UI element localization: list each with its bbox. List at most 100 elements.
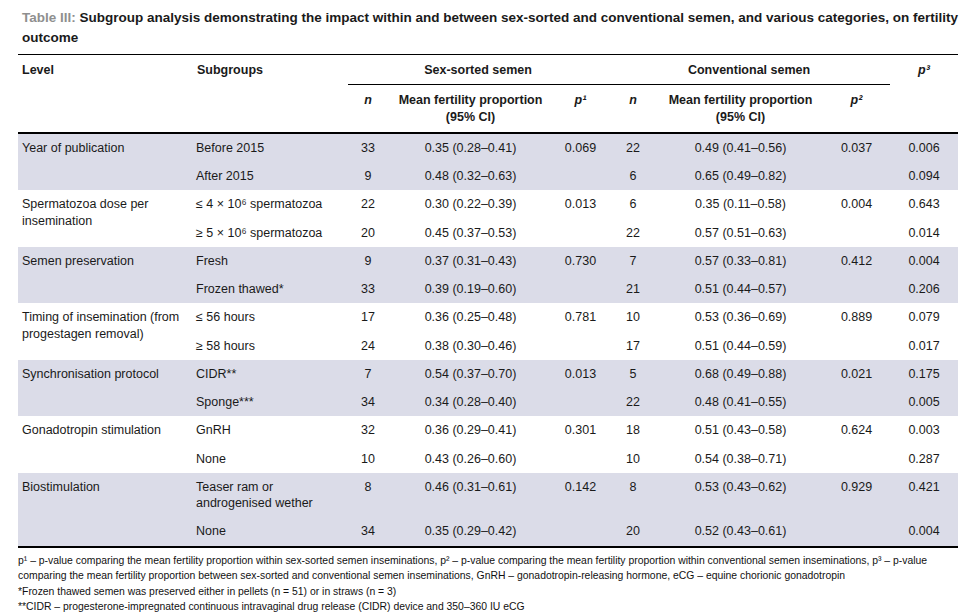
p3-cell: 0.287 bbox=[890, 445, 958, 473]
footnote-cidr: **CIDR – progesterone-impregnated contin… bbox=[18, 599, 958, 614]
ss-mean-cell: 0.30 (0.22–0.39) bbox=[388, 190, 553, 218]
col-header-subgroups: Subgroups bbox=[193, 55, 348, 133]
ss-p-cell bbox=[553, 332, 608, 360]
cv-p-cell bbox=[823, 332, 890, 360]
cv-mean-cell: 0.53 (0.36–0.69) bbox=[658, 303, 823, 331]
ss-n-cell: 20 bbox=[348, 219, 388, 247]
subgroup-analysis-table: Level Subgroups Sex-sorted semen Convent… bbox=[18, 54, 958, 548]
ss-n-cell: 32 bbox=[348, 416, 388, 444]
subgroup-cell: ≤ 4 × 10⁶ spermatozoa bbox=[193, 190, 348, 218]
cv-n-cell: 17 bbox=[608, 332, 658, 360]
table-row: Timing of insemination (from progestagen… bbox=[18, 303, 958, 331]
table-row: Synchronisation protocolCIDR**70.54 (0.3… bbox=[18, 360, 958, 388]
table-row: Spermatozoa dose per insemination≤ 4 × 1… bbox=[18, 190, 958, 218]
ss-p-cell: 0.781 bbox=[553, 303, 608, 331]
col-header-p1: p¹ bbox=[553, 85, 608, 133]
ss-n-cell: 33 bbox=[348, 133, 388, 162]
col-header-p2: p² bbox=[823, 85, 890, 133]
cv-p-cell bbox=[823, 275, 890, 303]
level-cell: Spermatozoa dose per insemination bbox=[18, 190, 193, 247]
level-cell: Biostimulation bbox=[18, 473, 193, 547]
ss-mean-cell: 0.46 (0.31–0.61) bbox=[388, 473, 553, 518]
group-header-sex-sorted: Sex-sorted semen bbox=[348, 55, 608, 85]
cv-n-cell: 6 bbox=[608, 190, 658, 218]
cv-p-cell bbox=[823, 219, 890, 247]
header-row-groups: Level Subgroups Sex-sorted semen Convent… bbox=[18, 55, 958, 85]
footnotes: p¹ – p-value comparing the mean fertilit… bbox=[18, 553, 958, 614]
cv-p-cell: 0.004 bbox=[823, 190, 890, 218]
cv-mean-cell: 0.35 (0.11–0.58) bbox=[658, 190, 823, 218]
cv-n-cell: 22 bbox=[608, 388, 658, 416]
ss-p-cell: 0.301 bbox=[553, 416, 608, 444]
ss-n-cell: 22 bbox=[348, 190, 388, 218]
subgroup-cell: ≥ 5 × 10⁶ spermatozoa bbox=[193, 219, 348, 247]
cv-mean-cell: 0.57 (0.33–0.81) bbox=[658, 247, 823, 275]
cv-n-cell: 22 bbox=[608, 133, 658, 162]
ss-n-cell: 10 bbox=[348, 445, 388, 473]
cv-mean-cell: 0.53 (0.43–0.62) bbox=[658, 473, 823, 518]
ss-n-cell: 9 bbox=[348, 162, 388, 190]
level-cell: Timing of insemination (from progestagen… bbox=[18, 303, 193, 360]
cv-n-cell: 5 bbox=[608, 360, 658, 388]
ss-n-cell: 34 bbox=[348, 388, 388, 416]
p3-cell: 0.014 bbox=[890, 219, 958, 247]
ss-n-cell: 34 bbox=[348, 517, 388, 546]
cv-n-cell: 22 bbox=[608, 219, 658, 247]
footnote-p-definitions: p¹ – p-value comparing the mean fertilit… bbox=[18, 553, 958, 584]
p3-cell: 0.421 bbox=[890, 473, 958, 518]
ss-n-cell: 9 bbox=[348, 247, 388, 275]
cv-p-cell bbox=[823, 388, 890, 416]
cv-p-cell: 0.929 bbox=[823, 473, 890, 518]
cv-n-cell: 10 bbox=[608, 303, 658, 331]
cv-mean-cell: 0.49 (0.41–0.56) bbox=[658, 133, 823, 162]
table-row: BiostimulationTeaser ram or androgenised… bbox=[18, 473, 958, 518]
ss-mean-cell: 0.35 (0.29–0.42) bbox=[388, 517, 553, 546]
subgroup-cell: GnRH bbox=[193, 416, 348, 444]
col-header-cv-n: n bbox=[608, 85, 658, 133]
ss-p-cell bbox=[553, 388, 608, 416]
table-body: Year of publicationBefore 2015330.35 (0.… bbox=[18, 133, 958, 547]
ss-mean-cell: 0.34 (0.28–0.40) bbox=[388, 388, 553, 416]
ss-n-cell: 8 bbox=[348, 473, 388, 518]
level-cell: Gonadotropin stimulation bbox=[18, 416, 193, 473]
col-header-cv-mean: Mean fertility proportion (95% CI) bbox=[658, 85, 823, 133]
cv-n-cell: 6 bbox=[608, 162, 658, 190]
cv-p-cell: 0.889 bbox=[823, 303, 890, 331]
cv-mean-cell: 0.52 (0.43–0.61) bbox=[658, 517, 823, 546]
subgroup-cell: Fresh bbox=[193, 247, 348, 275]
table-header: Level Subgroups Sex-sorted semen Convent… bbox=[18, 55, 958, 133]
cv-mean-cell: 0.48 (0.41–0.55) bbox=[658, 388, 823, 416]
cv-p-cell: 0.412 bbox=[823, 247, 890, 275]
cv-p-cell bbox=[823, 517, 890, 546]
cv-p-cell: 0.624 bbox=[823, 416, 890, 444]
subgroup-cell: Sponge*** bbox=[193, 388, 348, 416]
p3-cell: 0.175 bbox=[890, 360, 958, 388]
subgroup-cell: ≤ 56 hours bbox=[193, 303, 348, 331]
subgroup-cell: Teaser ram or androgenised wether bbox=[193, 473, 348, 518]
p3-cell: 0.004 bbox=[890, 247, 958, 275]
p3-cell: 0.003 bbox=[890, 416, 958, 444]
cv-n-cell: 10 bbox=[608, 445, 658, 473]
footnote-frozen-thawed: *Frozen thawed semen was preserved eithe… bbox=[18, 584, 958, 600]
ss-mean-cell: 0.37 (0.31–0.43) bbox=[388, 247, 553, 275]
cv-p-cell bbox=[823, 162, 890, 190]
col-header-ss-mean: Mean fertility proportion (95% CI) bbox=[388, 85, 553, 133]
cv-mean-cell: 0.57 (0.51–0.63) bbox=[658, 219, 823, 247]
p3-cell: 0.006 bbox=[890, 133, 958, 162]
cv-p-cell: 0.021 bbox=[823, 360, 890, 388]
p3-cell: 0.094 bbox=[890, 162, 958, 190]
ss-p-cell: 0.069 bbox=[553, 133, 608, 162]
ss-p-cell: 0.730 bbox=[553, 247, 608, 275]
ss-mean-cell: 0.36 (0.29–0.41) bbox=[388, 416, 553, 444]
col-header-ss-n: n bbox=[348, 85, 388, 133]
cv-mean-cell: 0.51 (0.44–0.57) bbox=[658, 275, 823, 303]
cv-p-cell: 0.037 bbox=[823, 133, 890, 162]
p3-cell: 0.643 bbox=[890, 190, 958, 218]
p3-cell: 0.005 bbox=[890, 388, 958, 416]
ss-mean-cell: 0.36 (0.25–0.48) bbox=[388, 303, 553, 331]
table-row: Year of publicationBefore 2015330.35 (0.… bbox=[18, 133, 958, 162]
p3-cell: 0.017 bbox=[890, 332, 958, 360]
cv-n-cell: 7 bbox=[608, 247, 658, 275]
table-caption-text: Subgroup analysis demonstrating the impa… bbox=[22, 10, 958, 45]
table-row: Gonadotropin stimulationGnRH320.36 (0.29… bbox=[18, 416, 958, 444]
